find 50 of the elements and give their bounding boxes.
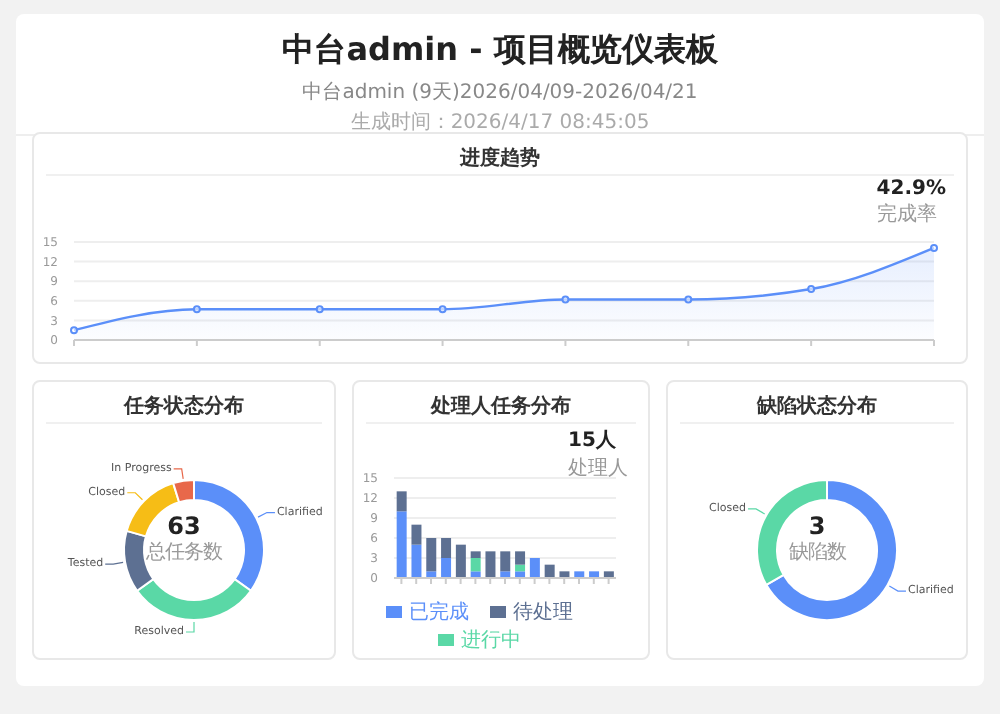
bar [515, 564, 526, 572]
bar [411, 524, 422, 545]
text: 3 [808, 512, 828, 542]
point [807, 285, 816, 294]
bar [396, 511, 407, 578]
bar [603, 571, 614, 578]
point [930, 243, 938, 252]
point [684, 295, 693, 304]
bar [470, 571, 481, 578]
bar [441, 538, 452, 558]
bar [470, 551, 481, 558]
point [561, 295, 570, 304]
point [438, 305, 447, 314]
text: 中台admin (9天)2026/04/09-2026/04/21 [300, 79, 700, 106]
bar [426, 538, 437, 572]
annotation: 处理人 [568, 455, 628, 482]
bar [455, 544, 466, 578]
legend-label: 进行中 [461, 630, 521, 652]
bar [485, 551, 496, 578]
chart-title: 缺陷状态分布 [754, 393, 879, 420]
bar [544, 564, 555, 578]
legend-label: 已完成 [409, 602, 469, 624]
text: 总任务数 [146, 542, 222, 564]
bar [529, 558, 540, 578]
bar [515, 571, 526, 578]
bar [411, 544, 422, 578]
text: 缺陷数 [786, 542, 848, 566]
legend-label: 待处理 [513, 602, 573, 624]
chart-title: 处理人任务分布 [428, 393, 573, 420]
bar [559, 571, 570, 578]
text: 63 [167, 512, 201, 540]
point [315, 305, 324, 314]
bar [589, 571, 600, 578]
bar [470, 558, 481, 572]
bar [574, 571, 585, 578]
text: 42.9% [876, 178, 946, 200]
bar [426, 571, 437, 578]
bar [396, 491, 407, 512]
chart-title: 任务状态分布 [121, 393, 246, 420]
bar [500, 571, 511, 578]
point [192, 305, 201, 314]
bar [441, 558, 452, 578]
point [70, 326, 78, 335]
text: 中台admin - 项目概览仪表板 [280, 30, 720, 72]
text: 生成时间：2026/4/17 08:45:05 [348, 109, 652, 136]
bar [515, 551, 526, 565]
text: 完成率 [876, 201, 939, 228]
chart-title: 进度趋势 [457, 144, 542, 172]
text: 15人 [568, 427, 618, 454]
bar [500, 551, 511, 572]
